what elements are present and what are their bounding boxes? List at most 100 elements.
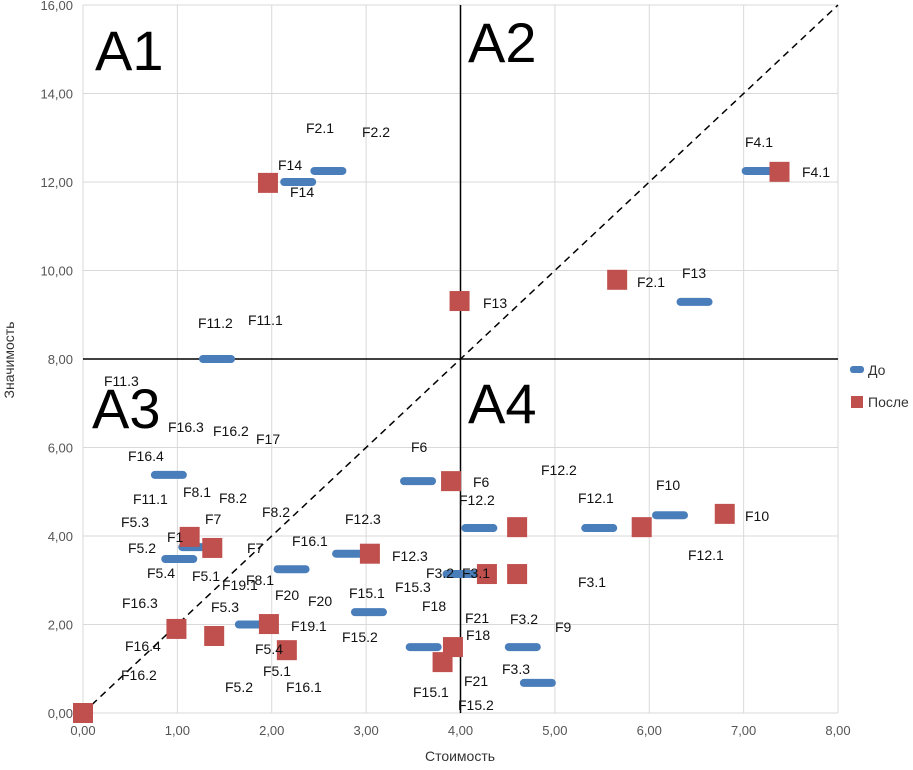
y-tick-label: 16,00 — [40, 0, 73, 13]
point-posle — [359, 543, 380, 564]
point-label: F16.1 — [292, 533, 328, 549]
point-label: F12.2 — [459, 492, 495, 508]
point-posle — [202, 537, 223, 558]
point-label: F12.1 — [578, 490, 614, 506]
point-posle — [607, 269, 628, 290]
point-posle — [257, 172, 278, 193]
point-label: F9 — [555, 619, 572, 635]
point-label: F12.1 — [688, 547, 724, 563]
point-label: F3.1 — [578, 574, 606, 590]
point-label: F19.1 — [291, 618, 327, 634]
point-do — [150, 470, 187, 479]
point-label: F21 — [464, 673, 488, 689]
point-label: F4.1 — [802, 164, 830, 180]
point-label: F3.3 — [502, 661, 530, 677]
point-label: F19.1 — [222, 577, 258, 593]
y-tick-label: 10,00 — [40, 264, 73, 279]
axes: 0,00 1,00 2,00 3,00 4,00 5,00 6,00 7,00 8,00 0,00… — [40, 0, 850, 738]
point-do — [504, 643, 541, 652]
point-labels: F2.1 F2.2 F14 F14 F4.1 F4.1 F13 F2.1 F13 F11.2 F11… — [104, 120, 830, 713]
point-posle — [166, 618, 187, 639]
point-do — [161, 555, 198, 564]
quadrant-label: A3 — [92, 377, 161, 440]
point-label: F2.1 — [637, 274, 665, 290]
point-label: F21 — [465, 610, 489, 626]
point-do — [461, 524, 498, 533]
point-do — [310, 166, 347, 175]
x-tick-label: 8,00 — [825, 723, 850, 738]
diagonal-dashed-line — [82, 4, 839, 714]
point-label: F16.3 — [168, 419, 204, 435]
point-label: F10 — [745, 508, 769, 524]
point-posle — [179, 526, 200, 547]
y-tick-label: 0,00 — [48, 706, 73, 721]
point-label: F5.1 — [263, 663, 291, 679]
point-label: F18 — [422, 598, 446, 614]
point-label: F7 — [247, 540, 264, 556]
point-label: F5.4 — [147, 565, 175, 581]
point-label: F5.3 — [121, 514, 149, 530]
point-do — [519, 678, 556, 687]
point-label: F2.2 — [362, 124, 390, 140]
point-label: F16.1 — [286, 679, 322, 695]
point-do — [400, 477, 437, 486]
point-label: F14 — [278, 157, 302, 173]
point-posle — [507, 564, 528, 585]
point-label: F16.4 — [128, 448, 164, 464]
point-label: F14 — [290, 184, 314, 200]
point-label: F15.3 — [395, 579, 431, 595]
point-label: F8.2 — [262, 504, 290, 520]
point-do — [652, 511, 689, 520]
quadrant-label: A4 — [468, 372, 537, 435]
point-do — [350, 608, 387, 617]
legend: До После — [850, 362, 909, 410]
legend-label: После — [868, 394, 909, 410]
point-label: F7 — [205, 511, 222, 527]
point-posle — [73, 703, 93, 723]
point-label: F11.1 — [133, 491, 168, 507]
x-axis-label: Стоимость — [425, 748, 495, 764]
point-posle — [714, 503, 735, 524]
point-label: F16.2 — [121, 667, 157, 683]
y-tick-label: 12,00 — [40, 175, 73, 190]
legend-label: До — [868, 362, 886, 378]
point-label: F18 — [466, 627, 490, 643]
point-label: F8.2 — [219, 490, 247, 506]
quadrant-label: A1 — [95, 19, 164, 82]
point-label: F2.1 — [306, 120, 334, 136]
point-do — [273, 565, 310, 574]
point-label: F11.1 — [248, 312, 283, 328]
point-do — [405, 643, 442, 652]
point-label: F6 — [473, 474, 490, 490]
quadrant-label: A2 — [468, 11, 537, 74]
point-label: F15.2 — [458, 697, 494, 713]
x-tick-label: 0,00 — [70, 723, 95, 738]
y-tick-label: 14,00 — [40, 87, 73, 102]
point-label: F8.1 — [183, 484, 211, 500]
point-do — [199, 355, 236, 363]
point-label: F10 — [656, 477, 680, 493]
y-tick-label: 6,00 — [48, 441, 73, 456]
point-label: F6 — [411, 439, 428, 455]
point-label: F3.1 — [462, 565, 490, 581]
point-label: F5.4 — [255, 641, 283, 657]
point-do — [676, 297, 713, 306]
point-label: F12.2 — [541, 462, 577, 478]
point-label: F16.2 — [213, 423, 249, 439]
point-posle — [769, 161, 790, 182]
point-do — [332, 549, 369, 558]
point-label: F13 — [682, 265, 706, 281]
legend-marker-do — [850, 366, 864, 373]
point-label: F15.1 — [413, 684, 449, 700]
point-label: F4.1 — [745, 134, 773, 150]
point-label: F11.3 — [104, 373, 139, 389]
point-label: F20 — [275, 587, 299, 603]
x-tick-label: 5,00 — [542, 723, 567, 738]
point-label: F11.2 — [198, 315, 233, 331]
point-posle — [442, 637, 463, 658]
point-label: F5.2 — [225, 679, 253, 695]
point-label: F12.3 — [392, 548, 428, 564]
point-posle — [204, 626, 225, 647]
y-axis-label: Значимость — [1, 322, 17, 399]
